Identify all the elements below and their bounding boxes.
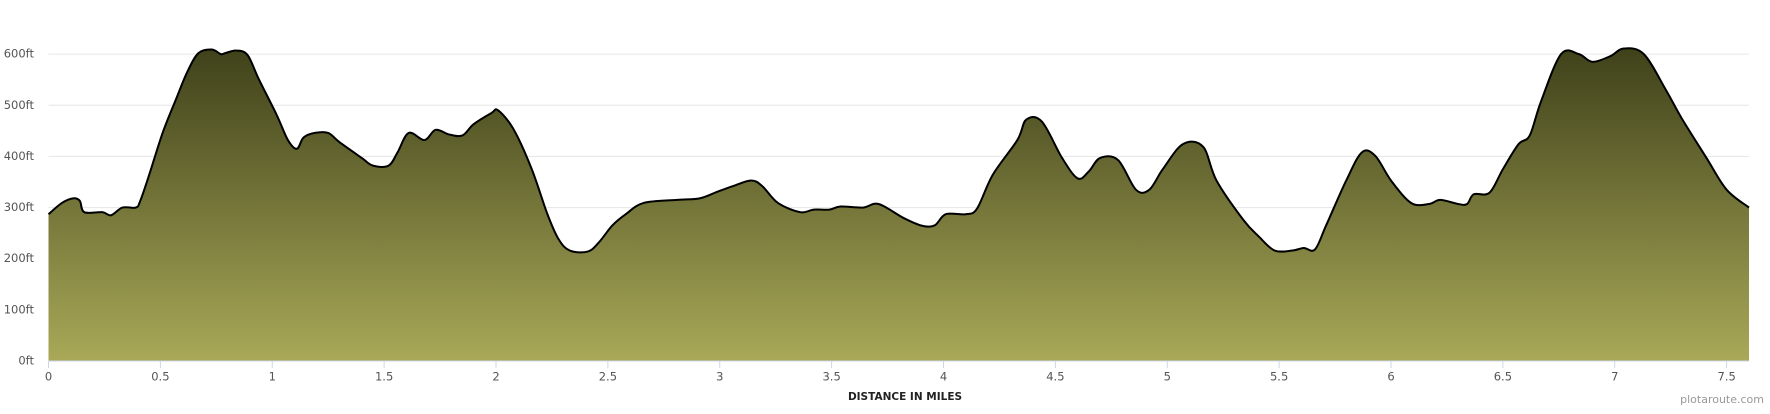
y-tick-label: 600ft — [4, 47, 35, 61]
area-fill — [48, 48, 1749, 362]
x-tick-label: 2 — [492, 370, 499, 384]
x-tick-label: 1 — [269, 370, 276, 384]
x-tick-label: 4 — [940, 370, 947, 384]
x-tick-label: 0.5 — [151, 370, 169, 384]
x-tick-label: 4.5 — [1046, 370, 1064, 384]
x-tick-label: 6.5 — [1494, 370, 1512, 384]
y-tick-label: 300ft — [4, 200, 35, 214]
y-tick-label: 500ft — [4, 98, 35, 112]
elevation-line — [47, 47, 1750, 254]
credit: plotaroute.com — [1680, 393, 1764, 406]
x-tick-label: 0 — [45, 370, 52, 384]
x-tick-label: 7.5 — [1717, 370, 1735, 384]
x-tick-label: 5.5 — [1270, 370, 1288, 384]
y-tick-label: 200ft — [4, 251, 35, 265]
x-tick-label: 3.5 — [822, 370, 840, 384]
x-tick-label: 5 — [1164, 370, 1171, 384]
y-tick-label: 0ft — [18, 354, 34, 368]
y-tick-label: 100ft — [4, 302, 35, 316]
x-tick-label: 1.5 — [375, 370, 393, 384]
x-tick-label: 7 — [1611, 370, 1618, 384]
x-axis-title: DISTANCE IN MILES — [848, 391, 962, 403]
x-tick-label: 2.5 — [599, 370, 617, 384]
y-tick-label: 400ft — [4, 149, 35, 163]
x-tick-label: 6 — [1387, 370, 1394, 384]
x-tick-label: 3 — [716, 370, 723, 384]
